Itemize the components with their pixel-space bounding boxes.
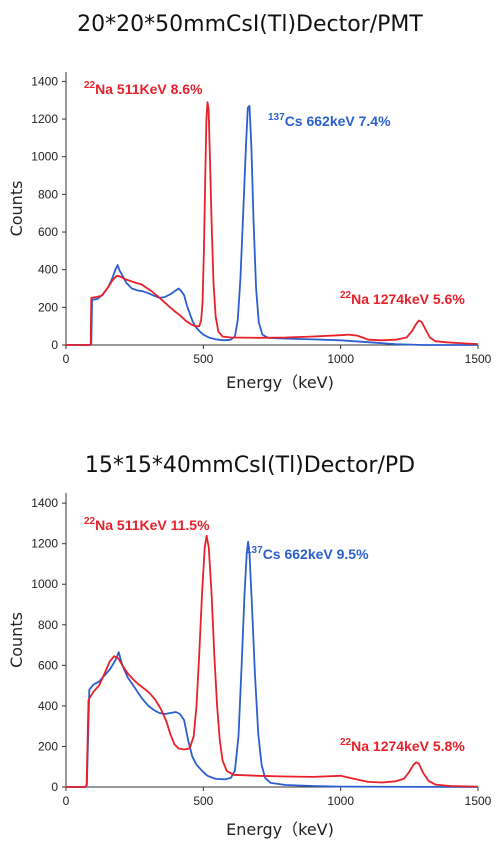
y-tick-label: 0 bbox=[51, 780, 58, 794]
x-tick-label: 500 bbox=[193, 794, 213, 808]
chart-title: 20*20*50mmCsI(Tl)Dector/PMT bbox=[77, 12, 423, 37]
y-tick-label: 1200 bbox=[31, 537, 58, 551]
y-tick-label: 1000 bbox=[31, 150, 58, 164]
peak-annotation: 137Cs 662keV 7.4% bbox=[268, 112, 391, 129]
x-axis-title: Energy（keV) bbox=[226, 373, 334, 392]
series-line-0 bbox=[66, 534, 479, 788]
series-line-0 bbox=[66, 101, 479, 346]
chart-panel-pd: 15*15*40mmCsI(Tl)Dector/PD 0 200 400 600 800… bbox=[0, 425, 500, 850]
y-tick-label: 800 bbox=[38, 618, 58, 632]
series-line-1 bbox=[66, 105, 478, 346]
y-tick-label: 600 bbox=[38, 225, 58, 239]
y-tick-label: 0 bbox=[51, 338, 58, 352]
chart-panel-pmt: 20*20*50mmCsI(Tl)Dector/PMT 0 200 400 600 80… bbox=[0, 0, 500, 420]
y-axis-title: Counts bbox=[7, 612, 26, 668]
y-tick-label: 200 bbox=[38, 300, 58, 314]
peak-annotation: 22Na 511KeV 8.6% bbox=[84, 80, 203, 97]
chart-pmt: 0 200 400 600 800 1000 1200 1400 0 500 1000 1500 Cou… bbox=[7, 72, 492, 392]
peak-annotation: 22Na 1274keV 5.6% bbox=[340, 290, 465, 307]
y-tick-label: 400 bbox=[38, 263, 58, 277]
peak-annotation: 22Na 511KeV 11.5% bbox=[84, 516, 210, 533]
x-tick-label: 0 bbox=[63, 794, 70, 808]
x-tick-label: 1500 bbox=[465, 352, 492, 366]
y-tick-label: 1000 bbox=[31, 577, 58, 591]
peak-annotation: 22Na 1274keV 5.8% bbox=[340, 737, 465, 754]
x-tick-label: 1500 bbox=[465, 794, 492, 808]
y-tick-label: 600 bbox=[38, 658, 58, 672]
y-tick-label: 400 bbox=[38, 699, 58, 713]
chart-pd: 0 200 400 600 800 1000 1200 1400 0 500 1000 1500 Cou… bbox=[7, 493, 492, 839]
y-tick-label: 1200 bbox=[31, 112, 58, 126]
y-tick-label: 800 bbox=[38, 187, 58, 201]
x-tick-label: 1000 bbox=[327, 352, 354, 366]
y-axis-title: Counts bbox=[7, 181, 26, 237]
series-line-1 bbox=[66, 540, 479, 788]
x-tick-label: 500 bbox=[193, 352, 213, 366]
x-axis-title: Energy（keV) bbox=[226, 820, 334, 839]
peak-annotation: 137Cs 662keV 9.5% bbox=[246, 545, 369, 562]
chart-title: 15*15*40mmCsI(Tl)Dector/PD bbox=[84, 453, 416, 478]
y-tick-label: 1400 bbox=[31, 74, 58, 88]
y-tick-label: 200 bbox=[38, 739, 58, 753]
x-tick-label: 1000 bbox=[327, 794, 354, 808]
y-tick-label: 1400 bbox=[31, 496, 58, 510]
x-tick-label: 0 bbox=[63, 352, 70, 366]
